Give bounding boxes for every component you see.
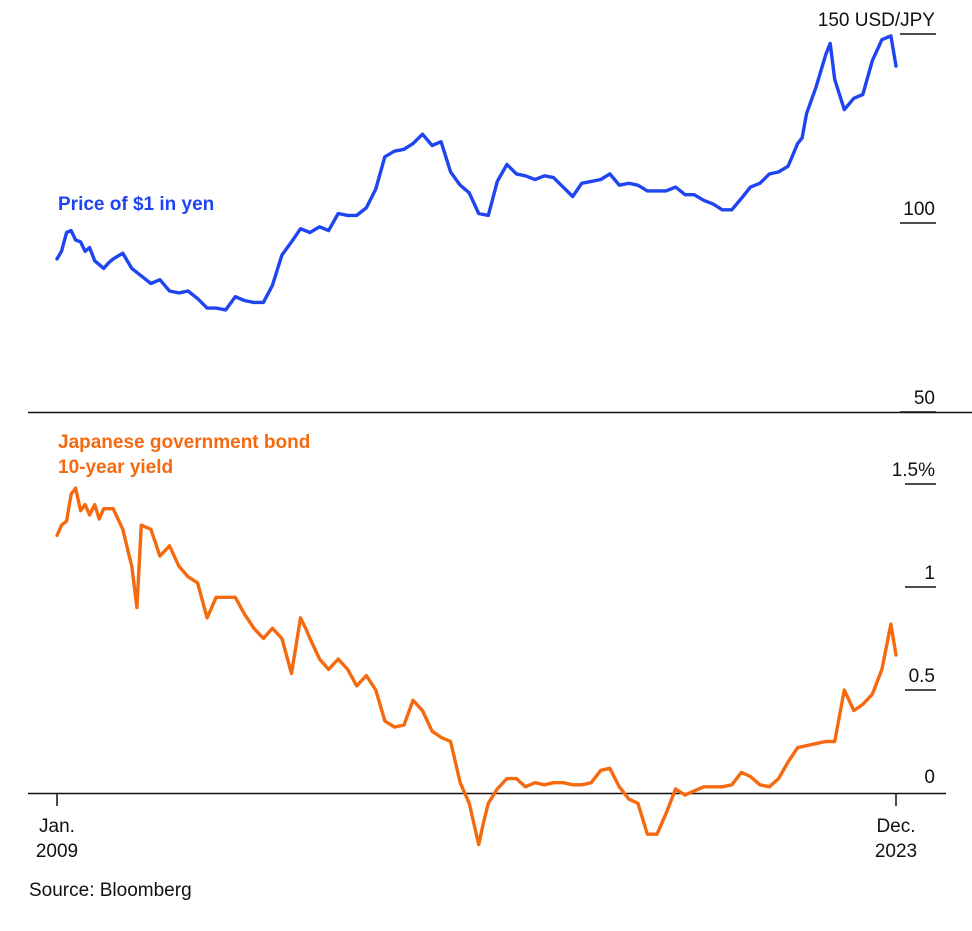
- jgb-series-label-line1: Japanese government bond: [58, 432, 310, 453]
- jgb-y-axis: 1.5% 1 0.5 0: [892, 460, 936, 788]
- x-tick-label-line: Jan.: [39, 816, 75, 837]
- y-tick-label: 1.5%: [892, 460, 935, 481]
- y-tick-label: 1: [924, 563, 935, 584]
- jgb-panel: 1.5% 1 0.5 0 Japanese government bond 10-ye…: [28, 432, 946, 862]
- x-axis-labels: Jan. 2009 Dec. 2023: [36, 816, 917, 862]
- y-tick-label: 50: [914, 388, 935, 409]
- usdjpy-y-axis: 150 USD/JPY 100 50: [818, 10, 936, 413]
- usdjpy-line: [55, 34, 898, 312]
- jgb-series-label: Japanese government bond 10-year yield: [58, 432, 316, 478]
- usdjpy-series-label: Price of $1 in yen: [58, 194, 214, 215]
- jgb-series-label-line2: 10-year yield: [58, 457, 173, 478]
- x-tick-label: Dec. 2023: [875, 816, 917, 862]
- source-note: Source: Bloomberg: [29, 880, 192, 901]
- x-tick-label-line: 2009: [36, 841, 78, 862]
- x-tick-label: Jan. 2009: [36, 816, 78, 862]
- jgb-line: [55, 486, 898, 847]
- y-tick-label: 100: [903, 199, 935, 220]
- x-tick-label-line: Dec.: [876, 816, 915, 837]
- x-tick-label-line: 2023: [875, 841, 917, 862]
- y-tick-label: 150 USD/JPY: [818, 10, 936, 31]
- y-tick-label: 0.5: [909, 666, 935, 687]
- y-tick-label: 0: [924, 767, 935, 788]
- usdjpy-panel: 150 USD/JPY 100 50 Price of $1 in yen: [55, 10, 936, 413]
